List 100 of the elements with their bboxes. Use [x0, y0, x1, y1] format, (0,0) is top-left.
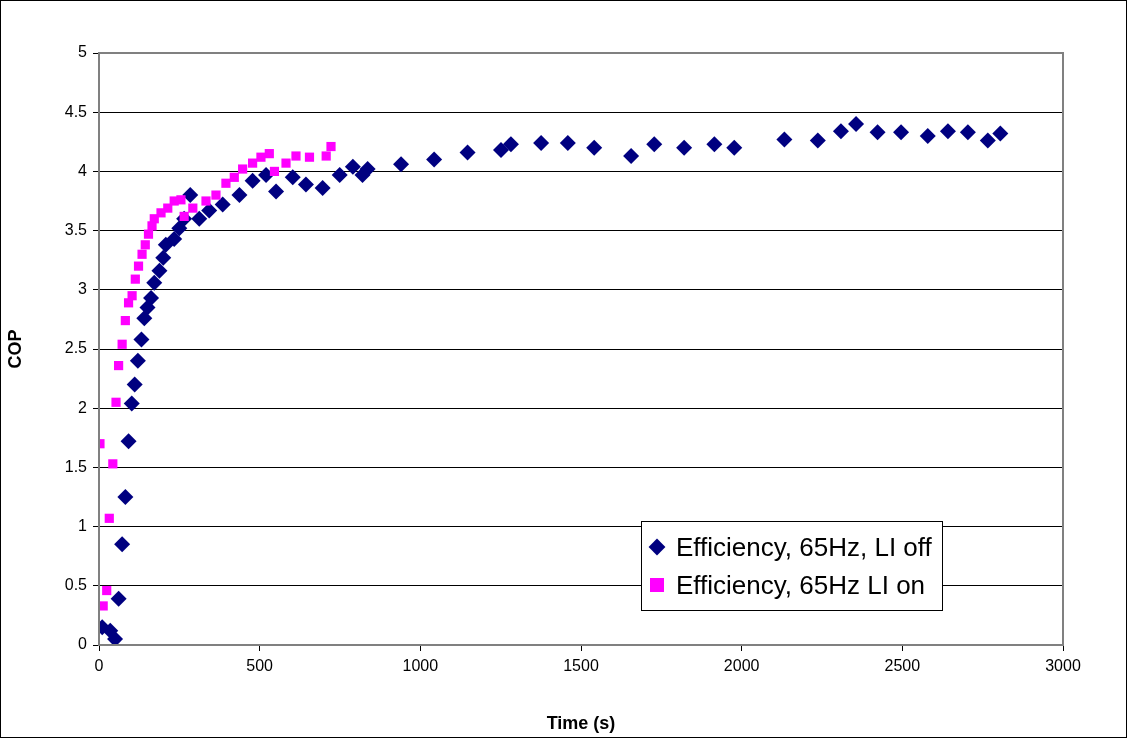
- point: [146, 274, 163, 291]
- point: [291, 151, 301, 161]
- point: [104, 513, 114, 523]
- point: [114, 536, 131, 553]
- y-tick-label: 4: [78, 161, 88, 179]
- point: [127, 291, 137, 301]
- point: [117, 339, 127, 349]
- point: [108, 459, 118, 469]
- y-tick-label: 3.5: [64, 221, 88, 239]
- point: [848, 116, 865, 133]
- point: [992, 125, 1009, 142]
- point: [107, 631, 124, 645]
- point: [326, 141, 336, 152]
- y-tick-label: 0.5: [64, 576, 88, 594]
- point: [959, 124, 976, 141]
- point: [776, 131, 793, 148]
- point: [646, 136, 663, 153]
- point: [706, 136, 723, 153]
- y-axis-title: COP: [4, 329, 25, 369]
- point: [492, 142, 509, 159]
- x-tick-label: 1500: [563, 657, 599, 675]
- y-tick-label: 1.5: [64, 457, 88, 475]
- point: [244, 172, 261, 189]
- point: [151, 262, 168, 279]
- point: [726, 139, 743, 156]
- point: [809, 132, 826, 149]
- point: [191, 210, 208, 227]
- x-tick-label: 500: [246, 657, 274, 675]
- point: [221, 178, 231, 188]
- point: [143, 290, 160, 307]
- point: [143, 229, 154, 239]
- point: [939, 123, 956, 140]
- point: [297, 176, 314, 193]
- point: [238, 164, 248, 174]
- x-tick-label: 0: [94, 657, 104, 675]
- point: [120, 433, 137, 450]
- x-tick-label: 3000: [1045, 657, 1081, 675]
- point: [533, 134, 550, 151]
- point: [114, 360, 124, 371]
- point: [248, 158, 258, 168]
- x-axis-title: Time (s): [546, 713, 616, 734]
- point: [123, 395, 140, 412]
- point: [393, 156, 410, 173]
- point: [182, 187, 199, 204]
- point: [359, 161, 376, 178]
- y-tick-label: 2: [78, 398, 88, 416]
- x-tick-label: 2500: [884, 657, 921, 675]
- y-tick-label: 1: [78, 517, 88, 535]
- point: [130, 274, 140, 284]
- point: [110, 590, 127, 607]
- point: [155, 249, 172, 266]
- point: [214, 196, 231, 213]
- point: [157, 236, 174, 253]
- point: [176, 195, 186, 205]
- point: [979, 132, 996, 149]
- point: [919, 127, 936, 144]
- point: [893, 124, 910, 141]
- point: [188, 203, 198, 213]
- point: [211, 190, 221, 200]
- point: [120, 315, 130, 326]
- y-tick-label: 3: [78, 280, 88, 298]
- y-tick-label: 4.5: [64, 102, 88, 120]
- point: [264, 149, 274, 159]
- point: [117, 489, 134, 505]
- point: [99, 601, 108, 611]
- legend-label: Efficiency, 65Hz LI on: [676, 569, 926, 602]
- point: [502, 136, 519, 153]
- point: [137, 249, 147, 259]
- point: [586, 139, 603, 156]
- point: [304, 152, 315, 162]
- point: [426, 151, 443, 168]
- point: [832, 123, 849, 140]
- point: [133, 261, 144, 271]
- point: [344, 158, 361, 175]
- point: [269, 166, 280, 176]
- point: [133, 331, 150, 348]
- point: [256, 152, 266, 162]
- y-tick-label: 2.5: [64, 339, 88, 357]
- point: [676, 139, 693, 156]
- point: [459, 144, 476, 161]
- x-tick-label: 2000: [723, 657, 760, 675]
- point: [869, 124, 886, 141]
- x-tick-label: 1000: [402, 657, 439, 675]
- point: [201, 196, 211, 206]
- y-tick-label: 5: [78, 43, 88, 61]
- point: [102, 585, 112, 596]
- point: [284, 169, 301, 186]
- point: [321, 151, 331, 161]
- point: [171, 220, 188, 237]
- point: [126, 376, 143, 393]
- y-tick-label: 0: [78, 635, 88, 653]
- point: [229, 172, 239, 182]
- point: [281, 158, 291, 168]
- point: [231, 187, 248, 204]
- point: [163, 203, 173, 213]
- point: [559, 134, 576, 151]
- point: [140, 240, 150, 250]
- point: [331, 166, 348, 183]
- point: [111, 397, 121, 407]
- legend-label: Efficiency, 65Hz, LI off: [676, 531, 932, 564]
